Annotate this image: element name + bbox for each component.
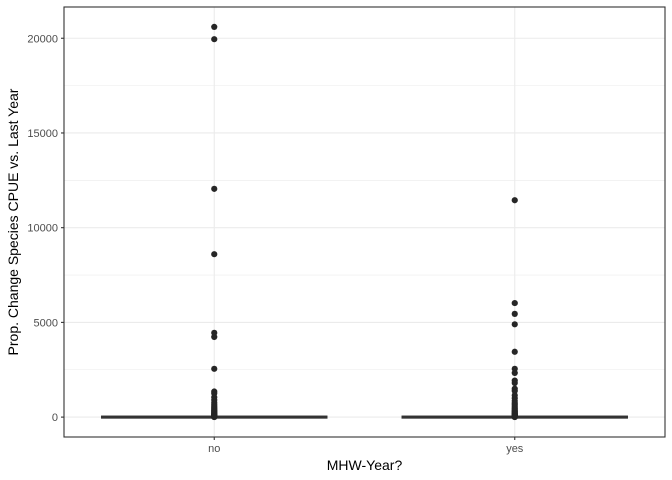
outlier-point-no: [211, 23, 218, 30]
outlier-point-yes: [511, 321, 518, 328]
panel-border: [63, 6, 666, 438]
outlier-point-yes: [511, 310, 518, 317]
y-axis-title: Prop. Change Species CPUE vs. Last Year: [5, 88, 21, 355]
outlier-point-yes: [511, 379, 518, 387]
outlier-point-yes: [511, 197, 518, 204]
y-tick-label: 15000: [27, 128, 58, 140]
y-tick-label: 0: [52, 412, 58, 424]
x-tick-label: no: [208, 443, 220, 455]
outlier-point-yes: [511, 387, 518, 395]
outlier-point-yes: [511, 413, 518, 421]
outlier-point-yes: [511, 348, 518, 355]
y-axis: 0 5000 10000 15000 20000: [27, 33, 64, 424]
y-tick-label: 20000: [27, 33, 58, 45]
outlier-point-no: [211, 36, 218, 43]
outlier-point-no: [211, 333, 218, 341]
outlier-point-no: [211, 251, 218, 258]
outlier-points: [211, 23, 518, 421]
y-tick-label: 10000: [27, 223, 58, 235]
y-tick-label: 5000: [34, 317, 58, 329]
x-axis-title: MHW-Year?: [327, 457, 403, 473]
x-tick-label: yes: [506, 443, 524, 455]
outlier-point-no: [211, 413, 218, 421]
outlier-point-yes: [511, 299, 518, 307]
outlier-point-no: [211, 365, 218, 372]
outlier-point-yes: [511, 369, 518, 377]
x-axis: no yes: [208, 437, 524, 455]
outlier-point-no: [211, 185, 218, 192]
